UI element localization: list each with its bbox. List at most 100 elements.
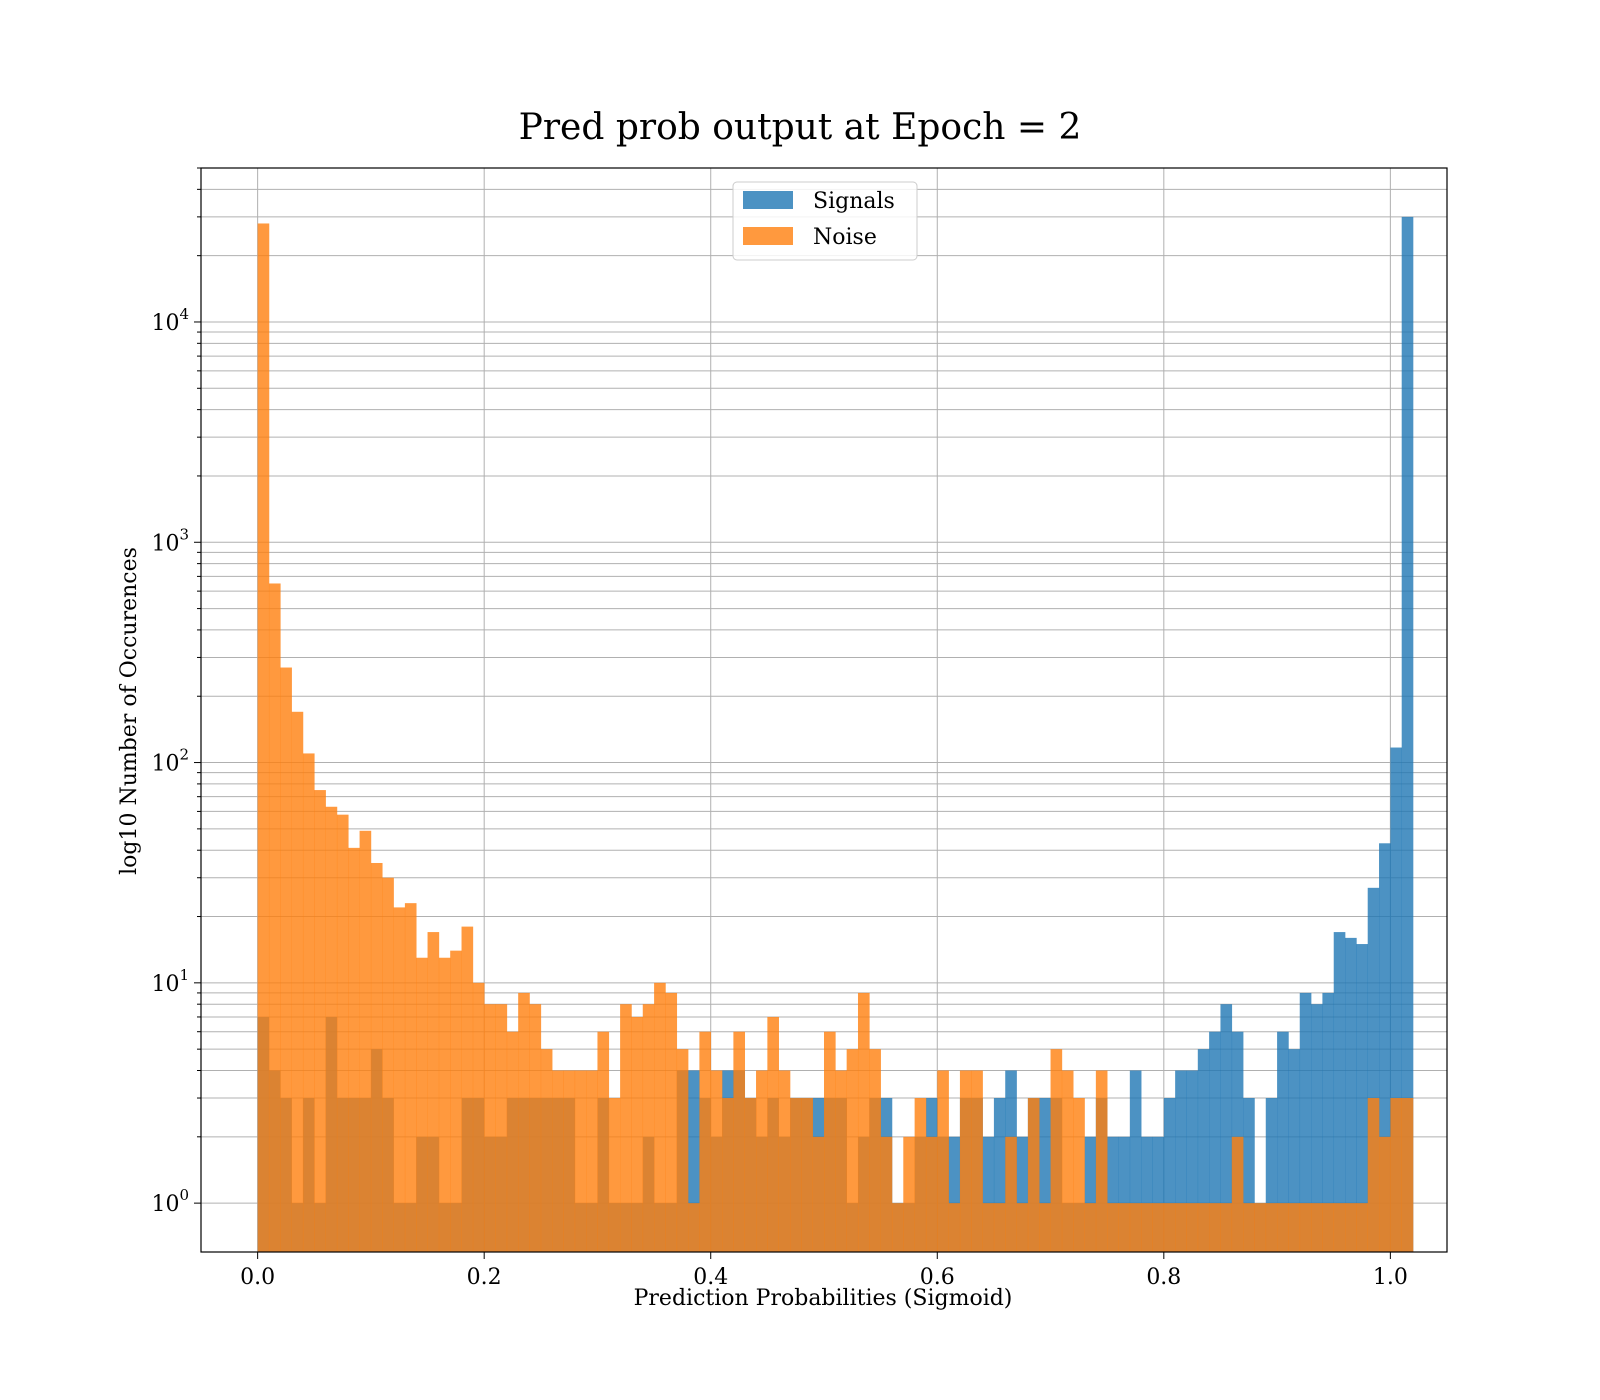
plot-frame	[200, 167, 1448, 1253]
bar	[699, 1031, 712, 1252]
bar	[370, 862, 383, 1252]
bar	[1186, 1203, 1199, 1252]
x-tick-label: 0.2	[467, 1265, 502, 1290]
bar	[529, 1004, 542, 1252]
bars	[257, 216, 1414, 1253]
bar	[688, 1203, 700, 1252]
x-tick-label: 0.0	[240, 1265, 275, 1290]
legend-swatch-noise	[743, 227, 793, 245]
x-tick-label: 0.8	[1146, 1265, 1181, 1290]
bar	[484, 1004, 496, 1252]
x-axis-label: Prediction Probabilities (Sigmoid)	[634, 1286, 1013, 1311]
bar	[1186, 1070, 1199, 1252]
bar	[1152, 1136, 1165, 1252]
legend: Signals Noise	[732, 181, 918, 261]
bar	[280, 667, 292, 1252]
bar	[608, 1098, 621, 1252]
bar	[948, 1136, 961, 1252]
bar	[348, 847, 360, 1252]
bar	[1107, 1136, 1119, 1252]
bar	[302, 753, 315, 1252]
bar	[1084, 1203, 1097, 1252]
bar	[1390, 747, 1402, 1252]
bar	[654, 982, 666, 1252]
bar	[1277, 1031, 1289, 1252]
bar	[1084, 1136, 1097, 1252]
bar	[1095, 1070, 1108, 1252]
legend-label-signals: Signals	[813, 189, 895, 214]
bar	[268, 583, 281, 1252]
bar	[1061, 1070, 1074, 1252]
bar	[540, 1049, 553, 1252]
bar	[438, 957, 451, 1252]
bar	[1322, 992, 1335, 1252]
bar	[1333, 932, 1346, 1252]
bar	[1220, 1203, 1233, 1252]
bar	[710, 1070, 723, 1252]
bar	[631, 1016, 644, 1252]
bar	[1356, 944, 1369, 1252]
bar	[1277, 1203, 1289, 1252]
bar	[812, 1136, 825, 1252]
legend-label-noise: Noise	[813, 225, 877, 250]
bar	[314, 790, 326, 1252]
bar	[563, 1070, 576, 1252]
bar	[359, 830, 372, 1252]
chart-title: Pred prob output at Epoch = 2	[519, 107, 1082, 148]
bar	[744, 1098, 757, 1252]
y-tick-label: 104	[151, 305, 189, 336]
bar	[1231, 1136, 1244, 1252]
bar	[620, 1004, 632, 1252]
y-axis-label: log10 Number of Occurences	[117, 547, 142, 875]
x-tick-label: 1.0	[1373, 1265, 1408, 1290]
x-tick-label: 0.6	[920, 1265, 955, 1290]
bar	[1129, 1203, 1142, 1252]
bar	[1265, 1203, 1278, 1252]
bar	[1118, 1203, 1131, 1252]
bar	[1311, 1203, 1323, 1252]
bar	[1197, 1049, 1210, 1252]
bar	[1129, 1070, 1142, 1252]
bar	[1175, 1203, 1187, 1252]
bar	[404, 903, 417, 1252]
bar	[993, 1098, 1006, 1252]
bar	[880, 1136, 893, 1252]
bar	[993, 1203, 1006, 1252]
bar	[1379, 1136, 1391, 1252]
bar	[869, 1049, 881, 1252]
bar	[518, 992, 530, 1252]
bar	[382, 877, 394, 1252]
bar	[1209, 1031, 1221, 1252]
bar	[948, 1203, 961, 1252]
y-tick-label: 103	[151, 525, 189, 556]
bar	[461, 926, 474, 1252]
y-tick-label: 101	[151, 966, 189, 997]
bar	[1345, 1203, 1357, 1252]
bar	[937, 1070, 949, 1252]
bar	[416, 957, 428, 1252]
legend-swatch-signals	[743, 191, 793, 209]
bar	[1220, 1004, 1233, 1252]
bar	[1141, 1203, 1153, 1252]
bar	[1401, 216, 1414, 1253]
bar	[733, 1031, 746, 1252]
bar	[1163, 1203, 1176, 1252]
bar	[1163, 1098, 1176, 1252]
bar	[1197, 1203, 1210, 1252]
bar	[1107, 1203, 1119, 1252]
bar	[971, 1070, 983, 1252]
bar	[982, 1136, 995, 1252]
bar	[1016, 1136, 1029, 1252]
bar	[1152, 1203, 1165, 1252]
bar	[552, 1070, 564, 1252]
bar	[1073, 1098, 1085, 1252]
bar	[1311, 1004, 1323, 1252]
bar	[959, 1070, 972, 1252]
bar	[846, 1049, 859, 1252]
bar	[586, 1070, 598, 1252]
bar	[1367, 887, 1380, 1252]
y-tick-label: 102	[151, 746, 189, 777]
bar	[1288, 1049, 1301, 1252]
bar	[1299, 1203, 1312, 1252]
